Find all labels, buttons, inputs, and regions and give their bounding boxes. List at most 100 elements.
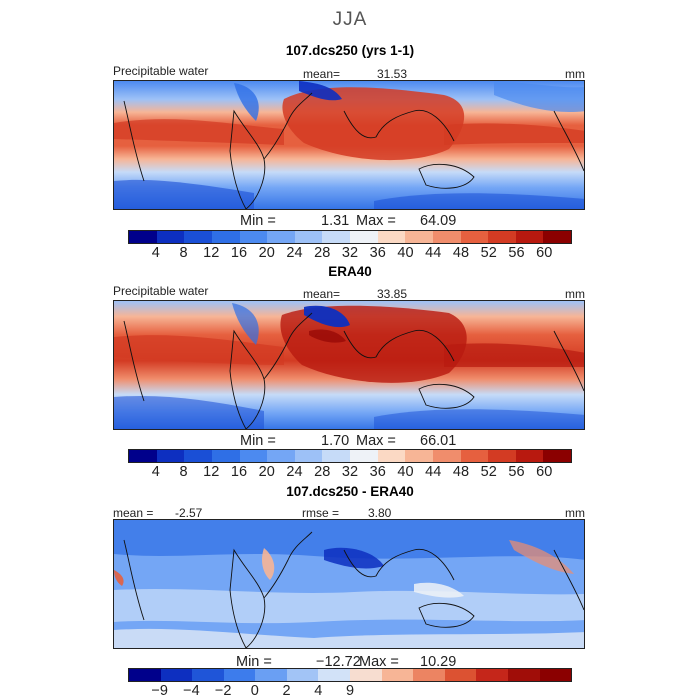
- panel2-map-field: [114, 301, 584, 429]
- colorbar-swatch: [129, 450, 157, 462]
- colorbar-tick-label: 40: [397, 245, 414, 261]
- colorbar-tick-label: 32: [341, 245, 359, 261]
- colorbar-tick-label: 28: [314, 464, 331, 480]
- colorbar-swatch: [350, 669, 382, 681]
- colorbar-tick-label: 40: [397, 464, 414, 480]
- panel3-units: mm: [565, 506, 585, 520]
- colorbar-tick-label: 48: [452, 245, 470, 261]
- colorbar-tick-label: 36: [369, 245, 386, 261]
- panel3-mean-value: -2.57: [175, 506, 203, 520]
- panel3-mean-label: mean =: [113, 506, 154, 520]
- panel3-map-field: [114, 520, 584, 648]
- colorbar-swatch: [239, 450, 268, 462]
- colorbar-swatch: [156, 450, 185, 462]
- panel3-max: 10.29: [420, 654, 457, 670]
- colorbar-swatch: [413, 669, 445, 681]
- colorbar-swatch: [405, 231, 433, 243]
- colorbar-tick-label: 44: [425, 464, 442, 480]
- colorbar-tick-label: 44: [425, 245, 442, 261]
- colorbar-swatch: [160, 669, 193, 681]
- colorbar-tick-label: 0: [250, 683, 259, 699]
- panel3-colorbar: [128, 668, 572, 682]
- colorbar-swatch: [543, 231, 571, 243]
- panel3-max-label: Max =: [359, 654, 399, 670]
- colorbar-swatch: [432, 450, 461, 462]
- colorbar-swatch: [405, 450, 433, 462]
- colorbar-swatch: [460, 450, 489, 462]
- panel1-variable: Precipitable water: [113, 64, 209, 78]
- panel1-min-label: Min =: [240, 213, 276, 229]
- panel2-min: 1.70: [321, 433, 350, 449]
- colorbar-swatch: [476, 669, 508, 681]
- colorbar-tick-label: 32: [341, 464, 359, 480]
- colorbar-swatch: [488, 231, 516, 243]
- panel3-title: 107.dcs250 - ERA40: [286, 484, 414, 499]
- panel2-map: [113, 300, 585, 430]
- panel1-mean-label: mean=: [303, 67, 341, 81]
- season-title: JJA: [332, 9, 368, 30]
- colorbar-tick-label: 24: [286, 245, 303, 261]
- colorbar-swatch: [350, 450, 378, 462]
- colorbar-swatch: [460, 231, 489, 243]
- colorbar-swatch: [267, 450, 295, 462]
- panel3-rmse-label: rmse =: [302, 506, 340, 520]
- panel2-units: mm: [565, 287, 585, 301]
- panel2-mean-value: 33.85: [377, 287, 408, 301]
- colorbar-swatch: [543, 450, 571, 462]
- colorbar-tick-label: 24: [286, 464, 303, 480]
- colorbar-tick-label: 60: [536, 464, 553, 480]
- colorbar-swatch: [211, 231, 240, 243]
- colorbar-tick-label: 8: [179, 464, 188, 480]
- colorbar-swatch: [129, 669, 161, 681]
- colorbar-swatch: [294, 231, 323, 243]
- colorbar-tick-label: 12: [203, 245, 220, 261]
- panel2-title: ERA40: [328, 264, 372, 279]
- colorbar-swatch: [350, 231, 378, 243]
- colorbar-swatch: [255, 669, 287, 681]
- panel1-colorbar: [128, 230, 572, 244]
- colorbar-tick-label: 36: [369, 464, 386, 480]
- colorbar-tick-label: 16: [230, 245, 248, 261]
- colorbar-tick-label: 28: [314, 245, 331, 261]
- colorbar-tick-label: −4: [183, 683, 200, 699]
- colorbar-swatch: [322, 450, 350, 462]
- panel1-map-field: [114, 81, 584, 209]
- colorbar-tick-label: −9: [151, 683, 168, 699]
- panel3-min: −12.72: [316, 654, 361, 670]
- colorbar-swatch: [318, 669, 351, 681]
- panel1-min: 1.31: [321, 213, 350, 229]
- colorbar-tick-label: −2: [214, 683, 232, 699]
- panel3-map: [113, 519, 585, 649]
- colorbar-swatch: [507, 669, 540, 681]
- colorbar-swatch: [267, 231, 295, 243]
- colorbar-tick-label: 2: [282, 683, 291, 699]
- colorbar-swatch: [515, 450, 544, 462]
- colorbar-swatch: [381, 669, 414, 681]
- panel2-mean-label: mean=: [303, 287, 341, 301]
- colorbar-swatch: [515, 231, 544, 243]
- panel2-min-label: Min =: [240, 433, 276, 449]
- colorbar-swatch: [539, 669, 572, 681]
- colorbar-tick-label: 4: [314, 683, 323, 699]
- colorbar-tick-label: 52: [480, 464, 497, 480]
- panel3-rmse-value: 3.80: [368, 506, 392, 520]
- colorbar-swatch: [192, 669, 224, 681]
- colorbar-tick-label: 60: [536, 245, 553, 261]
- panel2-colorbar: [128, 449, 572, 463]
- colorbar-tick-label: 9: [345, 683, 355, 699]
- colorbar-swatch: [322, 231, 350, 243]
- colorbar-swatch: [156, 231, 185, 243]
- colorbar-swatch: [286, 669, 319, 681]
- panel3-min-label: Min =: [236, 654, 272, 670]
- colorbar-tick-label: 20: [258, 245, 275, 261]
- colorbar-swatch: [377, 231, 406, 243]
- colorbar-swatch: [377, 450, 406, 462]
- colorbar-tick-label: 56: [508, 245, 525, 261]
- panel2-max-label: Max =: [356, 433, 396, 449]
- panel1-units: mm: [565, 67, 585, 81]
- colorbar-swatch: [294, 450, 323, 462]
- colorbar-tick-label: 12: [203, 464, 220, 480]
- colorbar-tick-label: 52: [480, 245, 497, 261]
- colorbar-tick-label: 4: [151, 245, 160, 261]
- colorbar-swatch: [444, 669, 477, 681]
